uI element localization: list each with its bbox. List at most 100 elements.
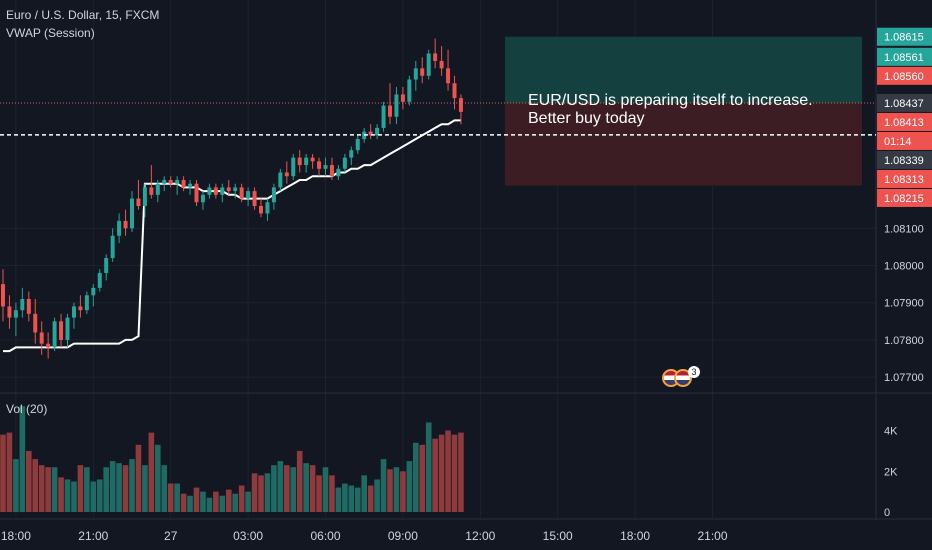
candle-body xyxy=(381,105,386,128)
candle-body xyxy=(130,198,134,229)
candle-body xyxy=(259,206,263,214)
candle-body xyxy=(252,191,257,206)
axes: 1.08100 1.08000 1.07900 1.07800 1.07700 1.086… xyxy=(1,27,932,543)
volume-bar xyxy=(135,444,142,512)
volume-bar xyxy=(71,481,77,512)
volume-bar xyxy=(58,477,64,512)
vwap-line xyxy=(3,119,461,353)
profit-zone xyxy=(505,36,862,103)
candle-body xyxy=(65,317,70,340)
volume-bar xyxy=(458,432,464,512)
price-lines xyxy=(0,102,876,136)
price-label-box xyxy=(877,131,932,150)
candle-body xyxy=(246,191,251,199)
candle-body xyxy=(13,310,18,318)
price-label-text: 1.08561 xyxy=(884,52,924,64)
candle-body xyxy=(104,258,109,273)
time-tick-label: 18:00 xyxy=(1,529,31,543)
candle-body xyxy=(155,183,160,195)
volume-bar xyxy=(96,479,103,512)
price-label-text: 1.08313 xyxy=(884,174,924,186)
volume-bar xyxy=(213,491,219,512)
candle-body xyxy=(284,172,289,177)
volume-bar xyxy=(271,465,277,512)
volume-bar xyxy=(335,487,342,512)
volume-bar xyxy=(206,497,213,512)
volume-bar xyxy=(258,475,264,512)
us-flag-icon xyxy=(674,369,692,387)
candle-body xyxy=(59,321,64,340)
candle-body xyxy=(420,68,425,76)
price-tick-label: 1.07900 xyxy=(884,298,924,310)
volume-bar xyxy=(251,473,258,512)
candle-body xyxy=(26,299,31,314)
volume-label[interactable]: Vol (20) xyxy=(6,402,48,416)
volume-tick-label: 2K xyxy=(884,466,898,478)
candle-body xyxy=(375,127,380,136)
volume-bar xyxy=(142,465,148,512)
volume-bar xyxy=(380,459,387,512)
volume-bar xyxy=(284,465,290,512)
volume-bar xyxy=(232,493,238,512)
volume-bar xyxy=(64,479,71,512)
trade-annotation[interactable]: EUR/USD is preparing itself to increase.… xyxy=(528,92,813,127)
candles xyxy=(1,38,463,359)
volume-bar xyxy=(13,459,19,512)
candle-body xyxy=(71,306,76,318)
candle-body xyxy=(46,343,51,348)
candle-body xyxy=(91,287,96,296)
candle-body xyxy=(220,187,225,195)
candle-body xyxy=(433,53,438,61)
candle-body xyxy=(149,187,154,195)
economic-events-badge[interactable]: 3 xyxy=(662,366,700,390)
grid-lines xyxy=(0,0,932,520)
candle-body xyxy=(110,235,115,259)
volume-tick-label: 0 xyxy=(884,507,890,519)
time-tick-label: 18:00 xyxy=(620,529,650,543)
volume-bar xyxy=(432,438,438,512)
volume-bar xyxy=(277,461,284,512)
candle-body xyxy=(175,179,180,184)
candle-body xyxy=(388,105,392,117)
volume-bar xyxy=(155,444,161,512)
volume-bar xyxy=(0,434,6,512)
volume-bar xyxy=(174,483,180,512)
price-tick-label: 1.07700 xyxy=(884,372,924,384)
volume-bar xyxy=(90,481,97,512)
volume-bar xyxy=(45,467,51,512)
candle-body xyxy=(78,306,83,311)
candle-body xyxy=(188,183,193,188)
volume-bar xyxy=(103,467,109,512)
candle-body xyxy=(142,187,147,206)
time-tick-label: 12:00 xyxy=(465,529,495,543)
price-label-text: 01:14 xyxy=(884,136,912,148)
price-label-box xyxy=(877,169,932,188)
candle-body xyxy=(123,220,128,229)
volume-bar xyxy=(316,475,322,512)
price-label-box xyxy=(877,188,932,207)
volume-bar xyxy=(38,465,45,512)
candle-body xyxy=(336,168,341,177)
candle-body xyxy=(317,161,322,169)
candle-body xyxy=(181,179,186,188)
candle-body xyxy=(355,139,360,151)
price-tick-label: 1.08000 xyxy=(884,261,924,273)
volume-bar xyxy=(329,475,335,512)
indicator-label[interactable]: VWAP (Session) xyxy=(6,26,95,40)
volume-bar xyxy=(400,471,406,512)
volume-bar xyxy=(445,430,451,512)
volume-bar xyxy=(374,479,380,512)
time-tick-label: 27 xyxy=(164,529,178,543)
symbol-title[interactable]: Euro / U.S. Dollar, 15, FXCM xyxy=(6,8,160,22)
price-label-box xyxy=(877,93,932,112)
volume-bar xyxy=(109,461,116,512)
volume-bar xyxy=(77,465,84,512)
volume-bar xyxy=(393,467,400,512)
candle-body xyxy=(297,157,302,166)
position-zones xyxy=(505,36,862,186)
time-tick-label: 09:00 xyxy=(388,529,418,543)
candle-body xyxy=(265,202,270,214)
candle-body xyxy=(394,94,399,117)
candle-body xyxy=(33,313,38,333)
